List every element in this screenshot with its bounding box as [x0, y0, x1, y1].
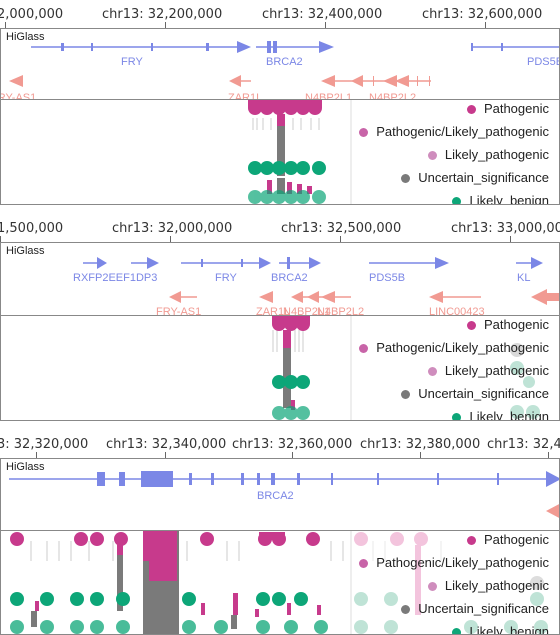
gene-label: RXFP2EEF1DP3	[73, 272, 157, 284]
tick-label: chr13: 32,600,000	[422, 7, 543, 22]
tick-label: chr13: 32,000,000	[112, 221, 233, 236]
legend-item-likely-pathogenic: Likely_pathogenic	[359, 363, 551, 386]
clinvar-svg	[272, 316, 540, 420]
gene-track-svg: BRCA2	[9, 471, 560, 518]
view-3: 3: 32,320,000 chr13: 32,340,000 chr13: 3…	[0, 430, 560, 635]
gene-fry[interactable]: FRY	[181, 257, 271, 284]
genome-axis-1: 2,000,000 chr13: 32,200,000 chr13: 32,40…	[0, 0, 560, 28]
genome-axis-2: 1,500,000 chr13: 32,000,000 chr13: 32,50…	[0, 214, 560, 242]
gene-pds5b[interactable]: PDS5B	[369, 257, 449, 284]
genome-axis-3: 3: 32,320,000 chr13: 32,340,000 chr13: 3…	[0, 430, 560, 458]
gene-fry-as1[interactable]: FRY-AS1	[1, 75, 36, 100]
view-2: 1,500,000 chr13: 32,000,000 chr13: 32,50…	[0, 214, 560, 424]
tick-label: 2,000,000	[0, 7, 64, 22]
track-label: HiGlass	[4, 31, 47, 43]
gene-annotation-track-3[interactable]: HiGlass BRCA2	[0, 458, 560, 531]
gene-brca2[interactable]: BRCA2	[9, 471, 560, 502]
gene-label: N4BP2L1	[283, 306, 330, 316]
clinvar-track-3[interactable]: Pathogenic Pathogenic/Likely_pathogenic …	[0, 530, 560, 635]
tick-label: chr13: 32,400,000	[262, 7, 383, 22]
clinvar-legend: Pathogenic Pathogenic/Likely_pathogenic …	[359, 532, 551, 634]
gene-label: ZAR1L	[228, 92, 262, 100]
clinvar-svg	[248, 100, 352, 204]
legend-item-likely-benign: Likely_benign	[359, 193, 551, 204]
legend-item-likely-benign: Likely_benign	[359, 409, 551, 420]
legend-item-likely-pathogenic: Likely_pathogenic	[359, 578, 551, 601]
tick-label: chr13: 33,000,000	[451, 221, 560, 236]
tick-label: chr13: 32,500,000	[281, 221, 402, 236]
gene-brca2[interactable]: BRCA2	[271, 257, 321, 284]
gene-label: ZAR1L	[256, 306, 290, 316]
gene-annotation-track-2[interactable]: HiGlass RXFP2EEF1DP3 FRY BRCA2	[0, 242, 560, 316]
legend-item-pathogenic: Pathogenic	[359, 101, 551, 124]
gene-label: FRY	[215, 272, 237, 284]
legend-item-likely-pathogenic: Likely_pathogenic	[359, 147, 551, 170]
gene-brca2[interactable]: BRCA2	[256, 41, 334, 68]
gene-label: BRCA2	[271, 272, 308, 284]
gene-zar1l[interactable]: ZAR1L	[228, 75, 262, 100]
track-label: HiGlass	[4, 245, 47, 257]
tick-label: chr13: 32,200,000	[102, 7, 223, 22]
gene-label: N4BP2L2	[369, 92, 416, 100]
gene-label: FRY-AS1	[1, 92, 36, 100]
legend-item-pathogenic: Pathogenic	[359, 317, 551, 340]
tick-label: chr13: 32,40	[487, 437, 560, 452]
gene-label: N4BP2L1	[305, 92, 352, 100]
gene-fry-as1[interactable]: FRY-AS1	[156, 291, 201, 316]
gene-n4bp2l1[interactable]: N4BP2L1 N4BP2L2	[305, 75, 431, 100]
legend-item-pathogenic: Pathogenic	[359, 532, 551, 555]
legend-item-uncertain: Uncertain_significance	[359, 386, 551, 409]
tick-label: 3: 32,320,000	[0, 437, 89, 452]
gene-label: BRCA2	[266, 56, 303, 68]
clinvar-track-1[interactable]: Pathogenic Pathogenic/Likely_pathogenic …	[0, 99, 560, 205]
view-1: 2,000,000 chr13: 32,200,000 chr13: 32,40…	[0, 0, 560, 210]
tick-label: 1,500,000	[0, 221, 64, 236]
gene-pds5b[interactable]: PDS5B	[471, 43, 560, 68]
gene-label: LINC00423	[429, 306, 485, 316]
gene-track-svg: RXFP2EEF1DP3 FRY BRCA2 PDS5B	[73, 257, 559, 316]
legend-item-uncertain: Uncertain_significance	[359, 170, 551, 193]
tick-label: chr13: 32,340,000	[106, 437, 227, 452]
gene-label: PDS5B	[527, 56, 560, 68]
gene-kl[interactable]: KL	[516, 257, 543, 284]
gene-label: FRY	[121, 56, 143, 68]
gene-linc00423[interactable]: LINC00423	[429, 291, 485, 316]
gene-n4bp2l[interactable]: N4BP2L1 N4BP2L2	[283, 291, 364, 316]
gene-zar1l[interactable]: ZAR1L	[256, 291, 290, 316]
legend-item-pathogenic-likely: Pathogenic/Likely_pathogenic	[359, 555, 551, 578]
gene-label: KL	[517, 272, 530, 284]
legend-item-uncertain: Uncertain_significance	[359, 601, 551, 624]
legend-item-likely-benign: Likely_benign	[359, 624, 551, 634]
gene-fry[interactable]: FRY	[31, 41, 251, 68]
gene-label: BRCA2	[257, 490, 294, 502]
clinvar-legend: Pathogenic Pathogenic/Likely_pathogenic …	[359, 317, 551, 420]
legend-item-pathogenic-likely: Pathogenic/Likely_pathogenic	[359, 124, 551, 147]
gene-label: FRY-AS1	[156, 306, 201, 316]
clinvar-svg	[10, 531, 559, 634]
legend-item-pathogenic-likely: Pathogenic/Likely_pathogenic	[359, 340, 551, 363]
gene-rxfp2[interactable]: RXFP2EEF1DP3	[73, 257, 159, 284]
gene-annotation-track-1[interactable]: HiGlass FRY BRCA2	[0, 28, 560, 100]
clinvar-legend: Pathogenic Pathogenic/Likely_pathogenic …	[359, 101, 551, 204]
gene-label: PDS5B	[369, 272, 405, 284]
gene-track-svg: FRY BRCA2 PDS5B FRY-AS1	[1, 41, 560, 100]
track-label: HiGlass	[4, 461, 47, 473]
clinvar-track-2[interactable]: Pathogenic Pathogenic/Likely_pathogenic …	[0, 315, 560, 421]
tick-label: chr13: 32,380,000	[360, 437, 481, 452]
gene-label: N4BP2L2	[317, 306, 364, 316]
tick-label: chr13: 32,360,000	[232, 437, 353, 452]
